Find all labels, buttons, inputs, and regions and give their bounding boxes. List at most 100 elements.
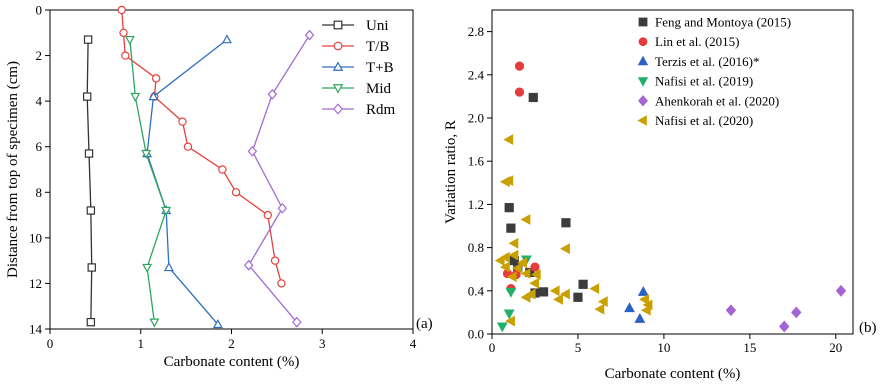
series-line-mid: [129, 39, 167, 323]
legend-label-b: Lin et al. (2015): [655, 34, 739, 49]
legend-marker-b: [637, 55, 649, 66]
data-point-a: [212, 319, 223, 329]
data-point-b: [573, 292, 583, 302]
legend-marker-b: [638, 37, 648, 47]
data-point-a: [231, 188, 241, 197]
data-point-a: [221, 34, 232, 44]
data-point-b: [504, 203, 514, 213]
series-line-rdm: [247, 34, 311, 323]
legend-label-b: Nafisi et al. (2019): [655, 74, 753, 89]
y-tick-label-b: 0.4: [468, 283, 485, 298]
series-line-t-b: [121, 9, 283, 284]
legend-marker-a: [333, 103, 343, 115]
data-point-a: [121, 51, 130, 60]
data-point-a: [178, 117, 187, 126]
data-point-b: [505, 287, 517, 298]
data-point-b: [520, 291, 531, 303]
data-point-b: [514, 61, 525, 71]
series-line-uni: [86, 39, 93, 323]
data-point-a: [119, 28, 128, 37]
x-tick-label-a: 3: [319, 336, 326, 351]
data-point-a: [117, 5, 126, 15]
data-point-a: [270, 256, 280, 265]
data-point-b: [791, 306, 802, 319]
data-point-a: [267, 88, 278, 100]
y-tick-label-b: 2.8: [468, 24, 484, 39]
legend-marker-a: [332, 61, 344, 71]
x-tick-label-b: 20: [829, 340, 842, 355]
x-tick-label-a: 4: [410, 336, 417, 351]
legend-marker-b: [637, 77, 649, 87]
plot-frame-b: [491, 9, 854, 335]
y-tick-label-b: 0.0: [468, 327, 484, 342]
data-point-a: [218, 165, 227, 174]
data-point-b: [594, 303, 605, 315]
x-tick-label-b: 5: [575, 340, 582, 355]
legend-marker-a: [333, 20, 343, 30]
x-tick-label-b: 15: [743, 340, 756, 355]
y-axis-title-a: Distance from top of specimen (cm): [5, 61, 21, 278]
data-point-b: [560, 288, 570, 300]
panel-label-b: (b): [859, 320, 877, 336]
series-line-t-b: [146, 39, 228, 325]
data-point-b: [634, 313, 646, 323]
data-point-b: [506, 223, 516, 233]
legend-marker-b: [637, 115, 647, 126]
data-point-b: [589, 283, 600, 295]
data-point-a: [149, 318, 160, 328]
legend-marker-a: [333, 41, 343, 51]
legend-label-b: Nafisi et al. (2020): [655, 113, 753, 128]
y-tick-label-a: 2: [36, 48, 43, 63]
data-point-b: [503, 175, 514, 187]
y-tick-label-a: 6: [36, 139, 43, 154]
panel-b: 0 5 10 15 20 0.0 0.4 0.8 1.2 1.6 2.0 2.4 2.8 Carbonat…: [443, 9, 877, 382]
legend-marker-a: [332, 84, 344, 94]
data-point-a: [292, 316, 302, 328]
data-point-b: [508, 249, 519, 261]
y-tick-label-a: 12: [29, 276, 42, 291]
data-point-b: [640, 304, 651, 316]
y-tick-label-b: 2.4: [468, 67, 485, 82]
data-point-b: [538, 287, 549, 297]
data-point-b: [553, 294, 564, 305]
legend-marker-b: [638, 95, 648, 107]
y-tick-label-a: 14: [29, 322, 43, 337]
legend-label-a: Mid: [366, 81, 392, 97]
data-point-a: [243, 259, 254, 271]
data-point-b: [520, 268, 531, 279]
x-tick-label-a: 0: [47, 336, 54, 351]
data-point-a: [183, 142, 193, 151]
data-point-b: [530, 262, 540, 272]
data-point-a: [148, 91, 159, 101]
data-point-b: [503, 309, 515, 320]
data-point-a: [130, 92, 141, 102]
legend-marker-b: [638, 17, 648, 27]
x-tick-label-a: 2: [228, 336, 235, 351]
plot-frame-a: [49, 9, 414, 330]
data-point-b: [597, 296, 608, 308]
data-point-b: [637, 286, 649, 296]
data-point-b: [517, 257, 527, 269]
data-point-a: [277, 202, 288, 214]
y-tick-label-b: 2.0: [468, 111, 484, 126]
y-tick-label-a: 0: [36, 3, 43, 18]
data-point-a: [151, 74, 161, 83]
data-point-b: [499, 251, 510, 263]
data-point-b: [505, 315, 515, 327]
data-point-a: [124, 35, 135, 46]
legend-label-b: Ahenkorah et al. (2020): [655, 93, 779, 108]
data-point-b: [561, 218, 571, 228]
data-point-b: [779, 320, 790, 333]
x-axis-title-b: Carbonate content (%): [605, 366, 741, 382]
y-tick-label-a: 10: [29, 230, 42, 245]
data-point-b: [725, 304, 737, 317]
data-point-a: [142, 263, 153, 273]
data-point-a: [87, 263, 96, 272]
data-point-a: [86, 317, 96, 327]
y-tick-label-b: 1.2: [468, 197, 484, 212]
data-point-b: [835, 284, 847, 297]
legend-label-a: Uni: [366, 18, 389, 34]
data-point-b: [528, 92, 538, 103]
data-point-a: [304, 29, 315, 41]
